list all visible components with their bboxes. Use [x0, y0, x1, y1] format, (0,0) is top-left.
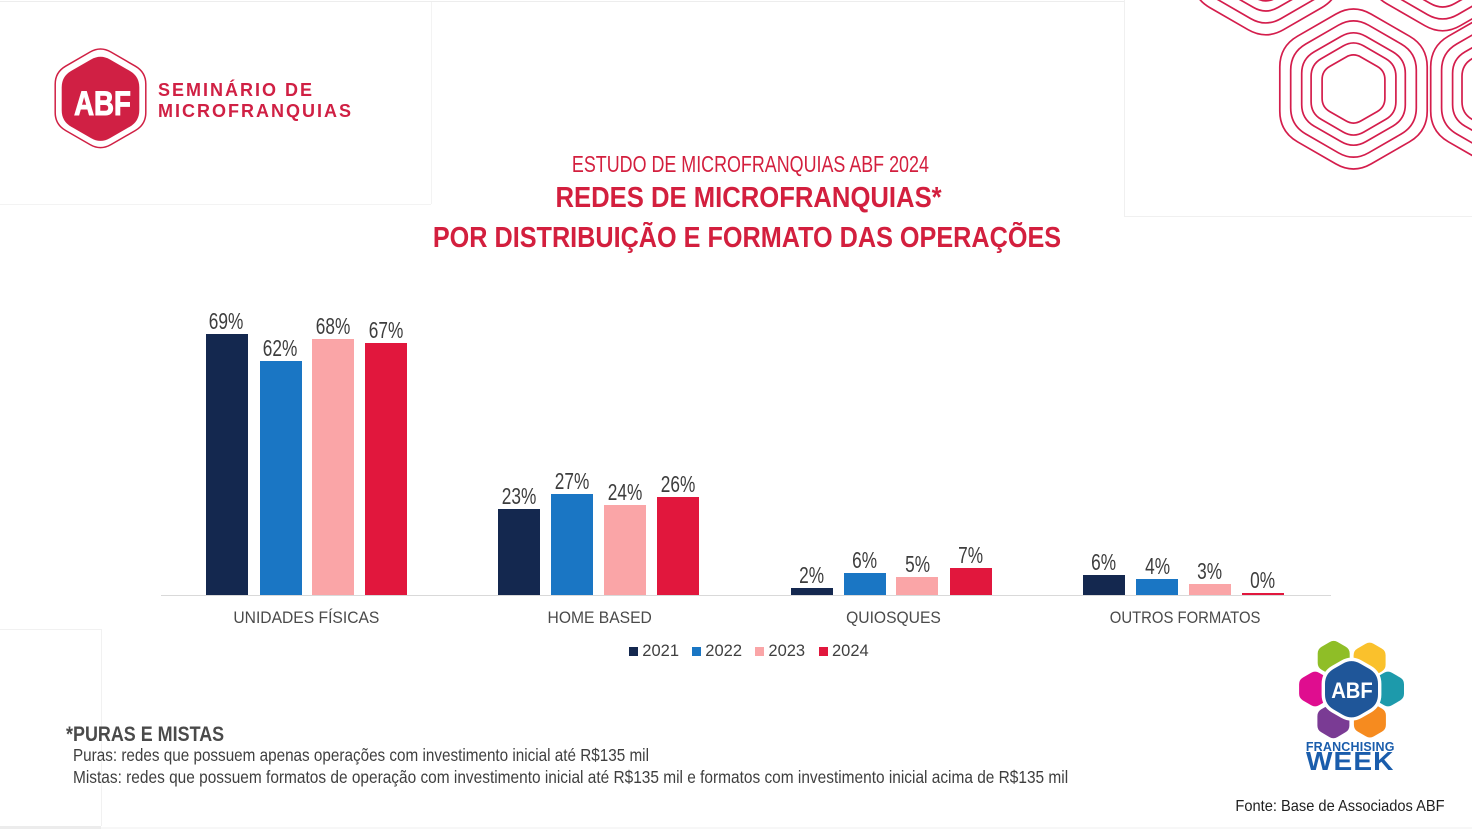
svg-text:ABF: ABF [1331, 678, 1373, 703]
svg-text:ABF: ABF [74, 84, 131, 123]
